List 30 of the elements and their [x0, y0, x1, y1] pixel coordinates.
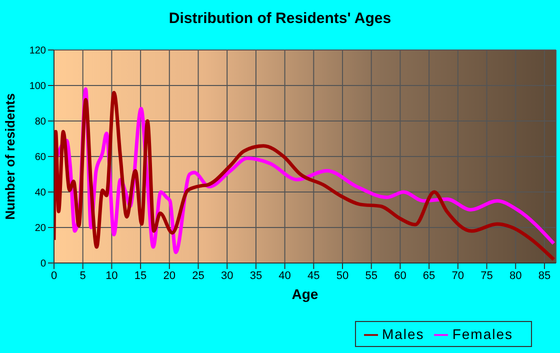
x-tick-label: 70	[452, 270, 464, 282]
chart-title: Distribution of Residents' Ages	[168, 10, 392, 27]
y-tick-label: 40	[34, 188, 46, 199]
x-tick-label: 20	[163, 270, 176, 282]
x-tick-label: 75	[480, 270, 493, 282]
y-tick-label: 80	[34, 116, 46, 128]
x-axis-title: Age	[292, 286, 318, 302]
x-tick-label: 0	[50, 270, 58, 282]
y-axis-title: Number of residents	[2, 93, 18, 220]
x-tick-label: 65	[422, 270, 436, 282]
y-tick-label: 20	[34, 223, 46, 234]
y-tick-label: 100	[29, 81, 46, 92]
x-tick-label: 80	[509, 270, 522, 282]
y-tick-label: 60	[34, 152, 46, 164]
x-tick-label: 60	[394, 270, 406, 282]
y-tick-label: 0	[40, 258, 46, 270]
x-tick-label: 35	[250, 270, 262, 282]
x-tick-label: 40	[278, 270, 291, 282]
x-tick-label: 30	[220, 270, 234, 282]
x-tick-label: 10	[106, 270, 118, 282]
legend-label: Females	[452, 326, 513, 342]
legend-label: Males	[382, 326, 424, 342]
x-tick-label: 85	[538, 270, 551, 282]
x-tick-label: 5	[80, 270, 86, 282]
x-tick-label: 25	[192, 270, 204, 282]
y-tick-label: 120	[29, 46, 46, 57]
x-tick-label: 15	[134, 270, 147, 282]
x-tick-label: 50	[336, 270, 349, 282]
x-tick-label: 45	[308, 270, 320, 282]
x-tick-label: 55	[365, 270, 378, 282]
